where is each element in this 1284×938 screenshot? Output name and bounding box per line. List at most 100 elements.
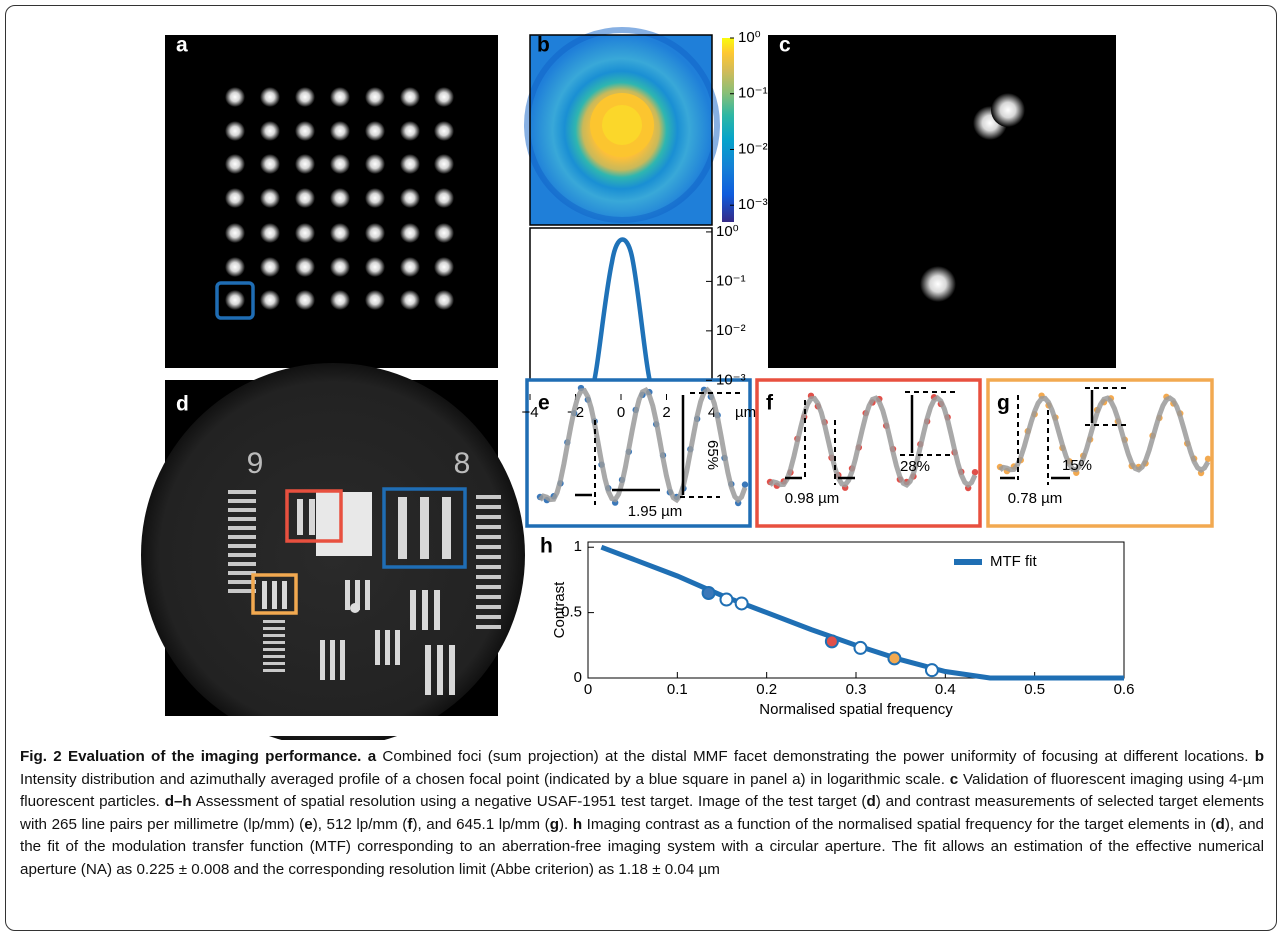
x-tick-label: 4 [708, 404, 716, 421]
particle [920, 266, 956, 302]
contrast-label: 15% [1062, 457, 1092, 474]
target-bar [309, 499, 315, 535]
focus-spot [434, 154, 454, 174]
figure-frame [5, 5, 1277, 931]
target-square [316, 492, 372, 556]
focus-spot [330, 121, 350, 141]
usaf-bars [228, 490, 501, 695]
focus-spot [365, 188, 385, 208]
colorbar-tick-label: 10⁰ [738, 29, 761, 46]
group-label: 9 [247, 447, 264, 480]
panel-label: g [997, 392, 1010, 415]
focus-spot [365, 121, 385, 141]
caption-text: Imaging contrast as a function of the no… [582, 815, 1216, 833]
focus-spot [400, 87, 420, 107]
target-bar [437, 645, 443, 695]
target-bar [228, 517, 256, 521]
x-tick-label: 0.3 [846, 681, 867, 698]
focus-spot [400, 223, 420, 243]
period-label: 1.95 µm [628, 503, 683, 520]
profile-point [741, 481, 749, 488]
legend-label: MTF fit [990, 553, 1037, 570]
measured-point [701, 586, 716, 600]
focus-spot [330, 290, 350, 310]
caption-text: b [1254, 748, 1264, 765]
focus-spot [400, 290, 420, 310]
focus-spot [225, 121, 245, 141]
roi-orange [251, 573, 298, 615]
x-unit: µm [735, 404, 756, 421]
focus-spot [260, 121, 280, 141]
y-tick-label: 10⁰ [716, 223, 739, 240]
x-tick-label: 0.2 [756, 681, 777, 698]
caption-text: a [367, 748, 377, 765]
focus-spot [295, 154, 315, 174]
target-bar [434, 590, 440, 630]
focus-spot [434, 223, 454, 243]
focus-spot [330, 154, 350, 174]
target-bar [476, 555, 501, 559]
panel-label: e [538, 392, 550, 415]
panel-c-image [768, 35, 1116, 368]
focus-spot [434, 290, 454, 310]
mtf-line [600, 544, 1124, 681]
target-bar [228, 553, 256, 557]
profile-fit [998, 395, 1211, 473]
focus-spot [225, 257, 245, 277]
focus-spot [260, 223, 280, 243]
target-bar [410, 590, 416, 630]
x-tick-label: 0 [617, 404, 625, 421]
target-bar [476, 625, 501, 629]
target-bar [282, 581, 287, 609]
y-tick-label: 0.5 [561, 604, 582, 621]
caption-text: c [949, 770, 959, 788]
target-bar [385, 630, 390, 665]
caption-text: Validation of fluorescent imaging using … [20, 770, 1264, 811]
target-bar [395, 630, 400, 665]
focus-spot [434, 188, 454, 208]
focus-spot [330, 223, 350, 243]
particle [991, 93, 1025, 127]
measured-point [824, 634, 839, 649]
measured-point [719, 592, 734, 607]
focus-spot [434, 257, 454, 277]
target-bar [355, 580, 360, 610]
focus-spot [365, 223, 385, 243]
caption-text: f [407, 815, 413, 833]
target-bar [476, 515, 501, 519]
target-bar [345, 580, 350, 610]
focus-spot [400, 188, 420, 208]
target-bar [375, 630, 380, 665]
panel-label: a [176, 34, 188, 57]
profile-point [1204, 455, 1212, 463]
focus-spot [295, 290, 315, 310]
measured-point [887, 651, 902, 666]
psf-core [602, 105, 642, 145]
focus-spot [330, 87, 350, 107]
caption-text: ), and 645.1 lp/mm ( [412, 815, 550, 833]
target-bar [340, 640, 345, 680]
caption-text: Combined foci (sum projection) at the di… [376, 748, 1255, 765]
panel-b-border [529, 34, 713, 226]
target-bar [228, 589, 256, 593]
target-bar [228, 580, 256, 584]
target-bar [263, 662, 285, 665]
focus-spot [260, 154, 280, 174]
target-bar [442, 497, 451, 559]
focus-spot [400, 121, 420, 141]
focus-spot [400, 154, 420, 174]
target-bar [476, 535, 501, 539]
profile-point [971, 468, 979, 476]
target-bar [476, 505, 501, 509]
group-label: 8 [454, 447, 471, 480]
target-bar [330, 640, 335, 680]
target-bar [263, 627, 285, 630]
focus-spot [225, 290, 245, 310]
focus-spot [260, 290, 280, 310]
caption-text: Intensity distribution and azimuthally a… [20, 770, 950, 788]
x-tick-label: 0.4 [935, 681, 956, 698]
measured-point [924, 663, 939, 678]
target-bar [422, 590, 428, 630]
target-bar [263, 669, 285, 672]
panel-label: b [537, 34, 550, 57]
